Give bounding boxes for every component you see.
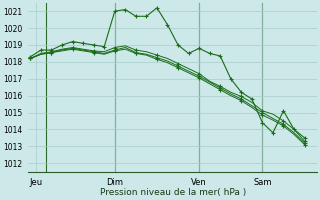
- X-axis label: Pression niveau de la mer( hPa ): Pression niveau de la mer( hPa ): [100, 188, 246, 197]
